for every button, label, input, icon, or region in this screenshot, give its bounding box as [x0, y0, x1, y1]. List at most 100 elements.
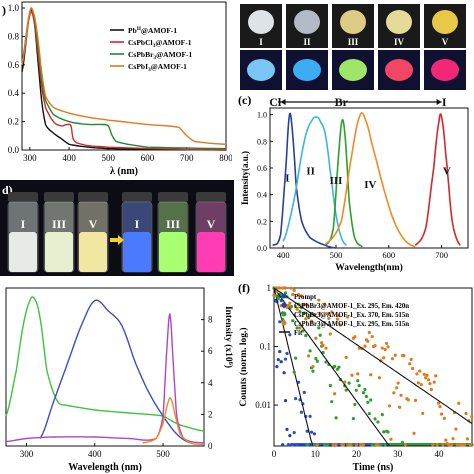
y-tick-label: 0.6	[8, 60, 20, 70]
panel-d-vials: d)I III V I III V	[0, 180, 234, 276]
data-point	[359, 443, 363, 447]
legend-entry: PbII@AMOF-1	[128, 26, 177, 35]
x-axis-label: Wavelength (nm)	[68, 462, 142, 473]
vial-label: III	[166, 217, 180, 231]
arrow-head	[436, 99, 442, 105]
data-point	[286, 303, 291, 308]
data-point	[376, 443, 380, 447]
data-point	[455, 443, 459, 447]
plot-frame	[5, 287, 205, 447]
data-point	[462, 443, 467, 447]
data-point	[292, 288, 296, 292]
glowing-sample	[247, 59, 275, 81]
curve-label: III	[330, 175, 343, 187]
data-point	[369, 398, 373, 402]
y-tick-label: 0.1	[260, 342, 271, 352]
curve-label: V	[443, 166, 451, 178]
data-point	[380, 413, 384, 417]
data-point	[350, 373, 354, 377]
data-point	[318, 333, 322, 337]
y-tick-label: 0.4	[8, 88, 20, 98]
data-point	[439, 412, 444, 416]
vial-glow	[9, 202, 37, 232]
vial-cap	[78, 192, 108, 202]
data-point	[279, 360, 283, 364]
data-point	[346, 315, 350, 319]
photo-top: IV	[378, 4, 420, 48]
x-tick-label: 10	[311, 449, 321, 459]
legend-entry: Prompt	[294, 294, 317, 301]
data-point	[335, 317, 340, 321]
plot-frame	[269, 107, 469, 249]
y-tick-label: 0.0	[8, 145, 20, 155]
data-point	[421, 411, 425, 416]
photo-label: I	[259, 37, 263, 47]
data-point	[278, 350, 282, 354]
data-point	[324, 360, 328, 364]
data-point	[451, 437, 455, 441]
photo-label: II	[303, 37, 311, 47]
data-point	[281, 443, 285, 447]
data-point	[295, 443, 299, 447]
data-point	[309, 430, 314, 434]
data-point	[454, 427, 458, 431]
vial-cap	[196, 192, 226, 202]
glowing-sample	[385, 59, 413, 81]
data-point	[327, 316, 331, 321]
data-point	[366, 400, 370, 404]
y-axis-label: Intensity(a.u.)	[240, 151, 250, 205]
data-point	[294, 356, 298, 360]
data-point	[294, 304, 298, 309]
data-point	[276, 297, 280, 301]
data-point	[390, 357, 394, 361]
photo-label: III	[348, 37, 359, 47]
series-line	[39, 299, 191, 444]
vial: III	[43, 192, 75, 273]
y-tick-label: 0.2	[257, 217, 267, 226]
data-point	[423, 376, 428, 380]
series-line	[142, 397, 205, 446]
photo-bottom	[240, 50, 282, 90]
data-point	[289, 286, 293, 290]
data-point	[305, 443, 309, 447]
vial-cap	[158, 192, 188, 202]
data-point	[372, 443, 376, 447]
x-axis-label: Time (ns)	[353, 462, 394, 473]
x-tick-label: 700	[180, 153, 194, 163]
legend-entry: Fit	[294, 330, 303, 337]
data-point	[393, 353, 397, 357]
data-point	[289, 305, 293, 309]
data-point	[324, 346, 328, 350]
y-tick-label: 1.0	[8, 3, 20, 13]
series-line	[414, 113, 461, 246]
data-point	[395, 386, 399, 390]
panel-d: d) I III V I III V	[0, 180, 234, 276]
data-point	[285, 427, 289, 431]
data-point	[322, 302, 327, 306]
data-point	[302, 311, 306, 315]
data-point	[361, 443, 366, 447]
vial-label: V	[207, 217, 216, 231]
data-point	[282, 371, 286, 375]
series-line	[21, 7, 227, 145]
data-point	[314, 356, 318, 361]
data-point	[356, 379, 360, 383]
powder-sample	[340, 10, 366, 34]
data-point	[305, 303, 309, 307]
vial-glow	[159, 202, 187, 232]
data-point	[367, 330, 371, 335]
legend-marker	[281, 302, 287, 308]
data-point	[396, 381, 400, 385]
data-point	[322, 443, 327, 447]
data-point	[411, 366, 415, 371]
data-point	[361, 391, 366, 395]
legend-marker	[281, 320, 287, 326]
data-point	[367, 412, 371, 416]
x-tick-label: 700	[435, 250, 448, 260]
data-point	[278, 286, 282, 290]
data-point	[295, 307, 299, 311]
series-line	[21, 7, 227, 150]
data-point	[377, 376, 381, 380]
vial-content	[197, 232, 225, 272]
data-point	[276, 358, 280, 362]
